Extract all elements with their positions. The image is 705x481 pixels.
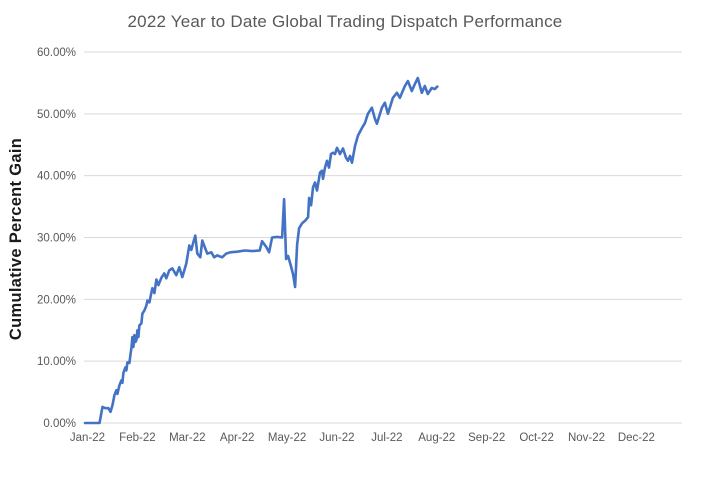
x-tick-label: Sep-22: [468, 432, 505, 444]
x-tick-label: Oct-22: [519, 432, 554, 444]
x-tick-label: May-22: [268, 432, 306, 444]
x-tick-label: Apr-22: [220, 432, 255, 444]
y-tick-label: 60.00%: [37, 47, 76, 59]
y-tick-label: 10.00%: [37, 356, 76, 368]
y-tick-label: 0.00%: [43, 418, 76, 430]
chart-title: 2022 Year to Date Global Trading Dispatc…: [127, 12, 563, 31]
x-tick-label: Nov-22: [568, 432, 605, 444]
y-tick-label: 30.00%: [37, 233, 76, 245]
x-tick-label: Jan-22: [70, 432, 105, 444]
x-tick-label: Feb-22: [119, 432, 155, 444]
y-tick-label: 40.00%: [37, 171, 76, 183]
x-tick-label: Jul-22: [371, 432, 402, 444]
y-tick-label: 20.00%: [37, 294, 76, 306]
x-tick-label: Dec-22: [618, 432, 655, 444]
x-tick-label: Jun-22: [319, 432, 354, 444]
y-tick-label: 50.00%: [37, 109, 76, 121]
performance-line: [83, 76, 439, 425]
x-tick-label: Mar-22: [169, 432, 205, 444]
x-tick-label: Aug-22: [418, 432, 455, 444]
